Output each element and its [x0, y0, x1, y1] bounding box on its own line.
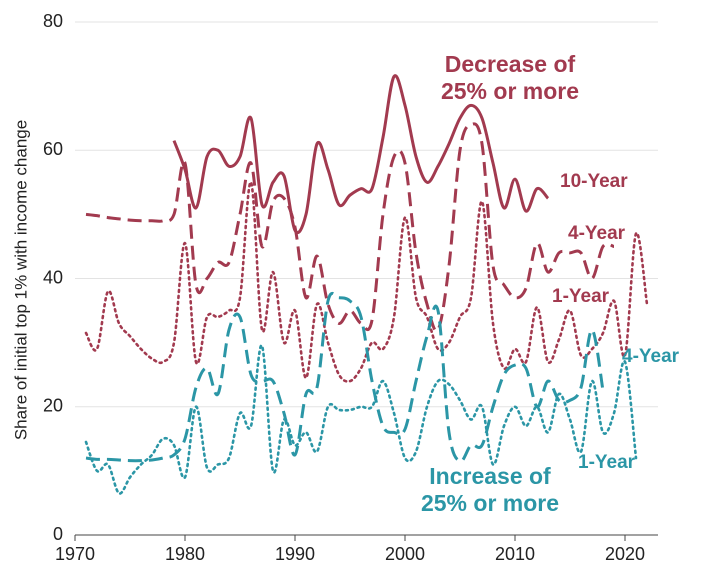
annotation: 25% or more [421, 490, 559, 516]
line-series [85, 291, 605, 463]
y-tick-label: 60 [43, 139, 63, 159]
x-tick-label: 1980 [165, 544, 205, 564]
annotation: Decrease of [445, 51, 576, 77]
series-label: 1-Year [552, 286, 610, 307]
y-axis-label: Share of initial top 1% with income chan… [11, 120, 30, 440]
series-label: 4-Year [622, 346, 680, 367]
x-tick-label: 2010 [495, 544, 535, 564]
x-tick-label: 1990 [275, 544, 315, 564]
series-label: 1-Year [578, 452, 636, 473]
x-tick-label: 2000 [385, 544, 425, 564]
line-series [84, 180, 649, 383]
x-tick-label: 1970 [55, 544, 95, 564]
y-tick-label: 0 [53, 524, 63, 544]
annotation: Increase of [429, 463, 551, 489]
x-tick-label: 2020 [605, 544, 645, 564]
series-label: 10-Year [560, 171, 628, 192]
y-tick-label: 20 [43, 396, 63, 416]
y-tick-label: 80 [43, 11, 63, 31]
line-series [172, 74, 550, 235]
y-tick-label: 40 [43, 267, 63, 287]
line-series [85, 122, 615, 333]
annotation: 25% or more [441, 78, 579, 104]
line-series [84, 344, 638, 495]
series-label: 4-Year [568, 223, 626, 244]
